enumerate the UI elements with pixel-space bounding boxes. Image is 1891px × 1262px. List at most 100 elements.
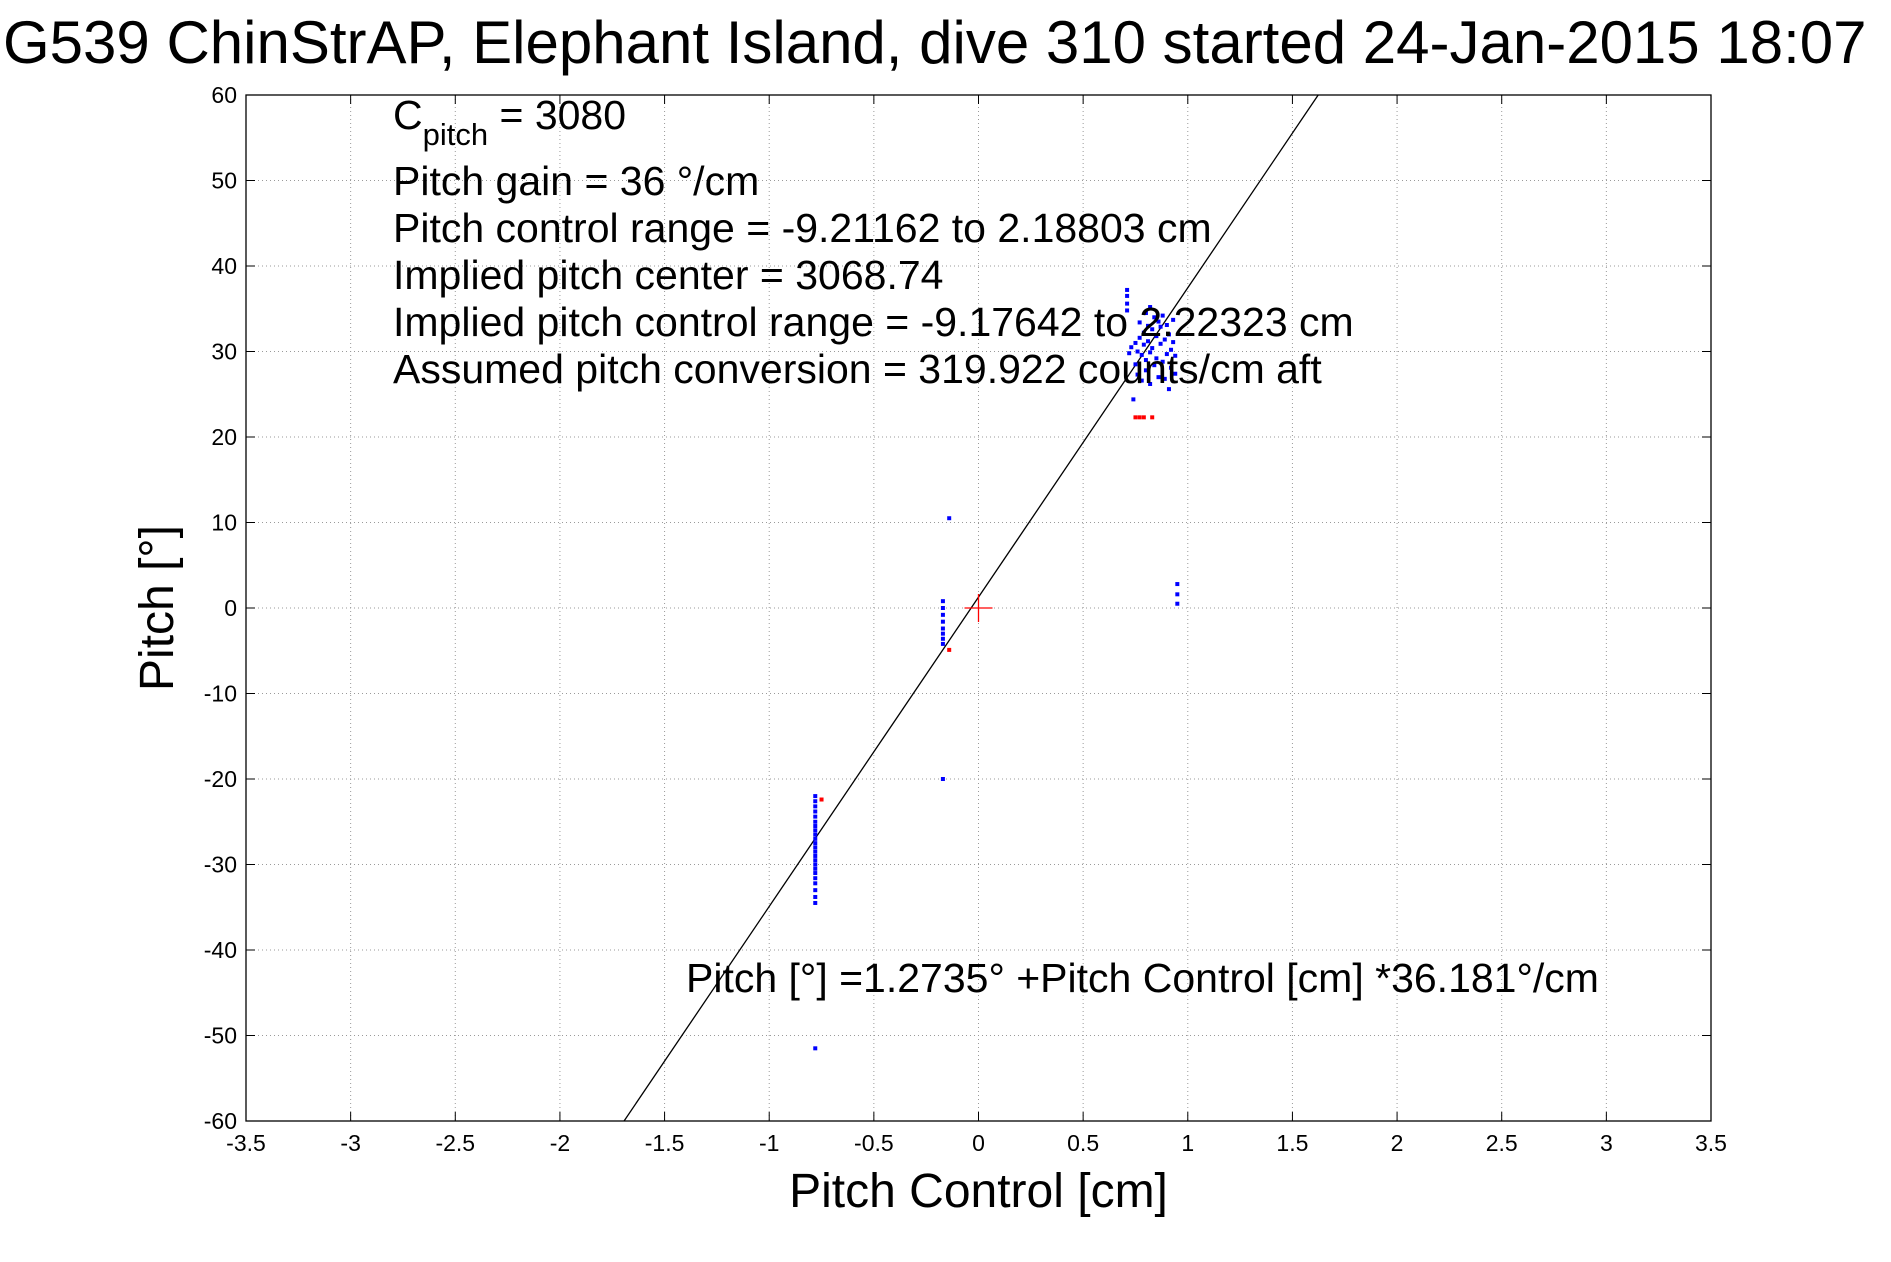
y-tick-label: 40 (211, 253, 237, 279)
data-point (940, 641, 945, 646)
data-point (1133, 340, 1138, 345)
y-tick-label: -40 (204, 937, 237, 963)
data-point (1158, 324, 1163, 329)
x-tick-label: -2 (550, 1130, 570, 1156)
stats-annotation: Cpitch = 3080 Pitch gain = 36 °/cm Pitch… (393, 92, 1354, 392)
y-tick-label: 0 (224, 595, 237, 621)
data-point (813, 862, 818, 867)
data-point (1143, 368, 1148, 373)
data-point (1125, 287, 1130, 292)
grid-lines (246, 95, 1711, 1121)
annotation-implied-pitch-control-range: Implied pitch control range = -9.17642 t… (393, 299, 1354, 345)
annotation-c-pitch-main: C (393, 92, 423, 138)
data-point (1125, 308, 1130, 313)
data-point (1131, 397, 1136, 402)
annotation-pitch-control-range: Pitch control range = -9.21162 to 2.1880… (393, 205, 1212, 251)
data-point (1133, 415, 1138, 420)
data-point (813, 845, 818, 850)
y-tick-label: -50 (204, 1023, 237, 1049)
x-tick-label: 0 (972, 1130, 985, 1156)
data-point (940, 626, 945, 631)
data-point (1175, 592, 1180, 597)
data-point (813, 849, 818, 854)
data-point (813, 888, 818, 893)
y-tick-label: -30 (204, 852, 237, 878)
data-point (1137, 335, 1142, 340)
data-point (813, 894, 818, 899)
y-tick-label: -60 (204, 1108, 237, 1134)
axis-ticks: -3.5 -3 -2.5 -2 -1.5 -1 -0.5 0 0.5 1 1.5 2 2.5 3 3.5 -6… (204, 82, 1727, 1156)
data-points (813, 287, 1180, 1051)
data-point (1137, 320, 1142, 325)
data-point (1135, 372, 1140, 377)
data-point (1156, 375, 1161, 380)
data-point (813, 828, 818, 833)
x-tick-label: -3 (340, 1130, 360, 1156)
y-tick-label: 60 (211, 82, 237, 108)
data-point (1169, 365, 1174, 370)
data-point (1154, 356, 1159, 361)
data-point (940, 631, 945, 636)
x-tick-label: -1 (759, 1130, 779, 1156)
data-point (1125, 293, 1130, 298)
data-point (1150, 415, 1155, 420)
y-tick-label: 20 (211, 424, 237, 450)
data-point (940, 619, 945, 624)
x-tick-label: -2.5 (435, 1130, 475, 1156)
data-point (1127, 351, 1132, 356)
data-point (1156, 319, 1161, 324)
y-tick-label: 30 (211, 339, 237, 365)
y-tick-label: 50 (211, 168, 237, 194)
x-tick-label: 2.5 (1486, 1130, 1518, 1156)
data-point (813, 794, 818, 799)
data-point (1148, 381, 1153, 386)
annotation-implied-pitch-center: Implied pitch center = 3068.74 (393, 252, 943, 298)
data-point (1173, 353, 1178, 358)
data-point (813, 853, 818, 858)
x-tick-label: -3.5 (226, 1130, 266, 1156)
y-axis-label: Pitch [°] (131, 525, 184, 691)
annotation-c-pitch-value: = 3080 (488, 92, 626, 138)
data-point (1135, 349, 1140, 354)
data-point (1171, 340, 1176, 345)
data-point (1164, 322, 1169, 327)
data-point (1175, 601, 1180, 606)
data-point (1158, 341, 1163, 346)
x-axis-label: Pitch Control [cm] (789, 1165, 1168, 1218)
data-point (1166, 387, 1171, 392)
data-point (813, 819, 818, 824)
x-tick-label: 3.5 (1695, 1130, 1727, 1156)
data-point (813, 804, 818, 809)
data-point (940, 599, 945, 604)
data-point (1150, 327, 1155, 332)
data-point (1141, 415, 1146, 420)
data-point (940, 777, 945, 781)
y-tick-label: -20 (204, 766, 237, 792)
x-tick-label: 2 (1391, 1130, 1404, 1156)
data-point (1154, 334, 1159, 339)
data-point (813, 881, 818, 886)
x-tick-label: 1 (1181, 1130, 1194, 1156)
y-tick-label: 10 (211, 510, 237, 536)
data-point (1143, 311, 1148, 316)
data-point (1162, 337, 1167, 342)
data-point (1160, 313, 1165, 318)
fit-equation: Pitch [°] =1.2735° +Pitch Control [cm] *… (686, 955, 1599, 1001)
x-tick-label: 3 (1600, 1130, 1613, 1156)
data-point (940, 636, 945, 641)
data-point (1150, 346, 1155, 351)
y-tick-label: -10 (204, 681, 237, 707)
data-point (1125, 301, 1130, 306)
data-point (813, 866, 818, 871)
data-point (1133, 362, 1138, 367)
chart-title: G539 ChinStrAP, Elephant Island, dive 31… (3, 9, 1867, 76)
data-point (1129, 345, 1134, 350)
data-point (1171, 317, 1176, 322)
data-point (1139, 352, 1144, 357)
x-tick-label: -0.5 (854, 1130, 894, 1156)
annotation-assumed-pitch-conversion: Assumed pitch conversion = 319.922 count… (393, 346, 1322, 392)
data-point (940, 612, 945, 617)
x-tick-label: 0.5 (1067, 1130, 1099, 1156)
data-point (1146, 323, 1151, 328)
